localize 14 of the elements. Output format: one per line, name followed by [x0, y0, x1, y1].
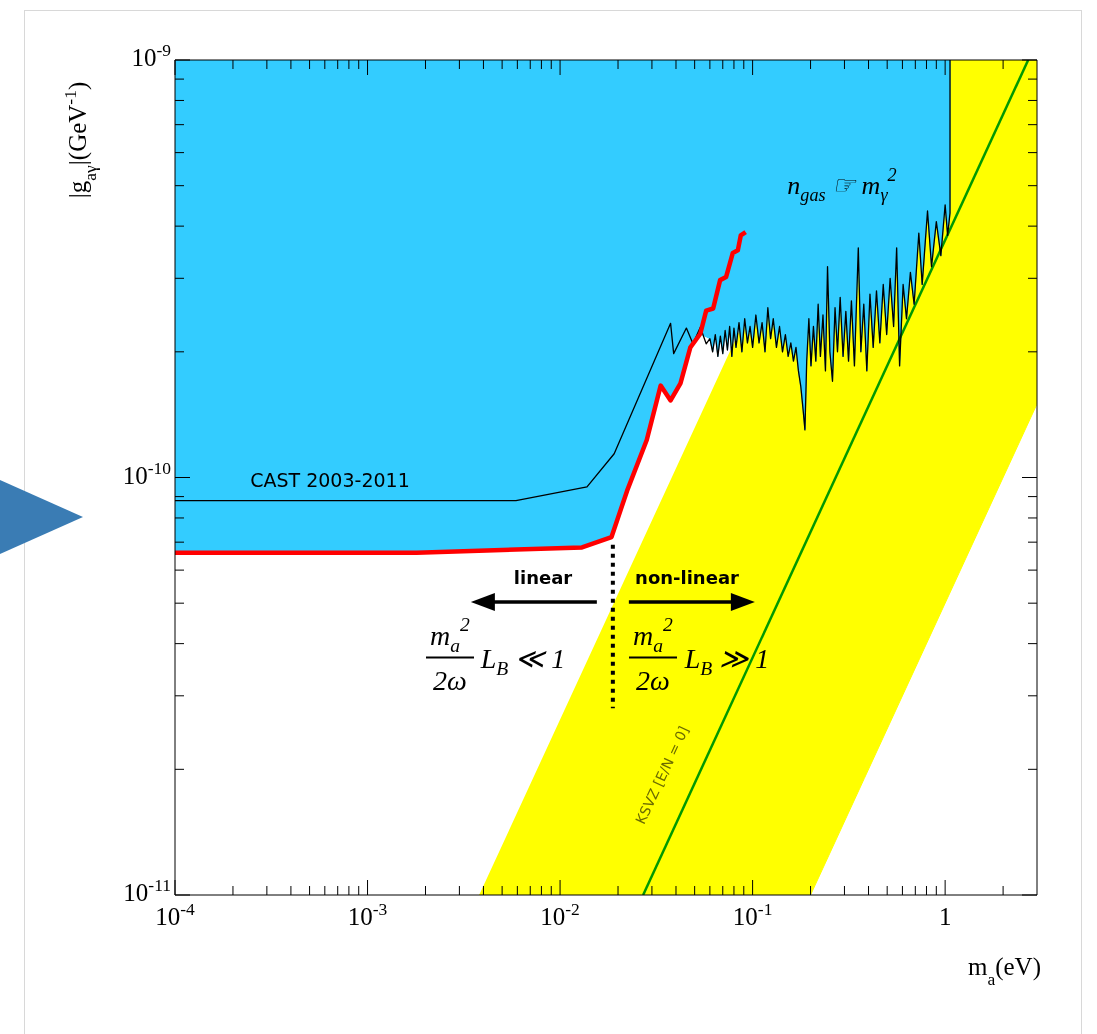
annotation: linear: [513, 566, 573, 588]
x-axis-title: m$_{a}$(eV): [967, 953, 1041, 989]
annotation: 2ω: [636, 664, 670, 696]
annotation: non-linear: [635, 566, 740, 588]
annotation: CAST 2003-2011: [250, 469, 410, 491]
annotation: L$_{B}$ ≪ 1: [479, 642, 566, 679]
y-tick-label: 10$^{-9}$: [131, 40, 172, 71]
annotation: L$_{B}$ ≫ 1: [683, 642, 770, 679]
annotation: 2ω: [433, 664, 467, 696]
y-tick-label: 10$^{-10}$: [122, 457, 172, 489]
x-tick-label: 10$^{-2}$: [540, 899, 580, 930]
x-tick-label: 1: [938, 903, 952, 930]
x-tick-label: 10$^{-1}$: [732, 899, 773, 930]
x-tick-label: 10$^{-3}$: [347, 899, 388, 930]
